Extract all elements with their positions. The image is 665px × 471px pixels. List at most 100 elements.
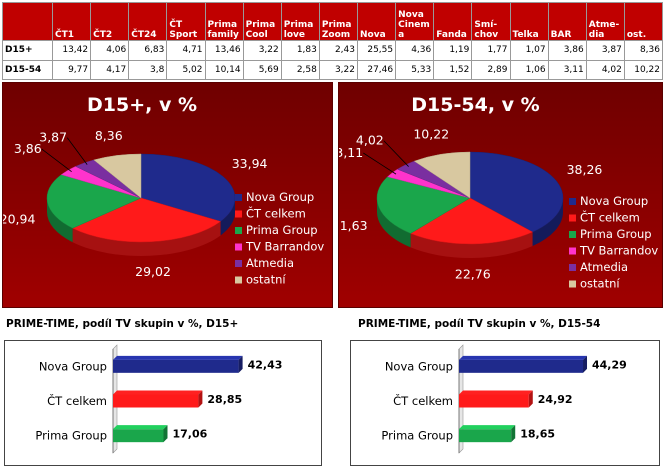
bar-value-label: 44,29	[592, 358, 627, 371]
table-header-cell: Prima Cool	[242, 2, 282, 41]
legend-label: ČT celkem	[580, 210, 640, 225]
pie-title: D15+, v %	[87, 94, 197, 116]
bar-chart-d1554: 44,29 Nova Group 24,92 ČT celkem 18,65 Prima …	[381, 344, 627, 454]
bar-value-label: 18,65	[520, 428, 555, 441]
bar	[459, 394, 529, 408]
table-header-cell: Smí-chov	[471, 2, 511, 41]
legend-swatch	[569, 198, 576, 205]
legend-swatch	[235, 260, 242, 267]
table-header-cell: ost.	[623, 2, 664, 41]
bar-value-label: 24,92	[538, 393, 573, 406]
table-cell: 3,22	[242, 40, 282, 61]
legend-label: Nova Group	[246, 190, 314, 204]
legend-swatch	[569, 264, 576, 271]
table-header-cell: BAR	[547, 2, 587, 41]
table-body: D15+ 13,42 4,06 6,83 4,71 13,46 3,22 1,83 2,43 25…	[2, 40, 664, 80]
bar	[459, 359, 584, 373]
bar-end	[528, 390, 533, 408]
pie-leader-line	[383, 140, 409, 167]
table-header-cell: Nova	[356, 2, 397, 41]
share-table-wrap: ČT1 ČT2 ČT24 ČT Sport Prima family Prima Cool…	[2, 2, 664, 80]
table-header-cell: Telka	[509, 2, 549, 41]
pie-value-label: 29,02	[135, 264, 171, 279]
pie-slice-side	[532, 198, 563, 247]
legend-swatch	[235, 194, 242, 201]
legend-label: Prima Group	[580, 227, 652, 241]
bar-panel-d15: 42,43 Nova Group 28,85 ČT celkem 17,06 Prima …	[4, 340, 322, 466]
bar-end	[511, 425, 516, 443]
table-cell: 9,77	[51, 59, 92, 80]
bar-category-label: Prima Group	[35, 429, 107, 443]
table-header-cell: Fanda	[433, 2, 473, 41]
bar-top	[459, 425, 516, 430]
pie-value-label: 38,26	[567, 162, 603, 177]
bar-panel-d1554: 44,29 Nova Group 24,92 ČT celkem 18,65 Prima …	[350, 340, 660, 466]
legend-swatch	[569, 231, 576, 238]
bar	[113, 394, 199, 408]
table-header-cell: ČT Sport	[166, 2, 206, 41]
pie-leader-line	[66, 137, 88, 165]
table-header-cell: ČT24	[128, 2, 168, 41]
legend-label: Prima Group	[246, 223, 318, 237]
pie-slice	[93, 153, 142, 199]
legend-label: TV Barrandov	[245, 240, 324, 254]
pie-value-label: 20,94	[3, 212, 35, 227]
legend-swatch	[569, 280, 576, 288]
table-row-label: D15-54	[2, 59, 53, 80]
table-header-row: ČT1 ČT2 ČT24 ČT Sport Prima family Prima Cool…	[2, 2, 664, 41]
table-cell: 1,83	[280, 40, 320, 61]
share-table: ČT1 ČT2 ČT24 ČT Sport Prima family Prima Cool…	[2, 2, 664, 80]
pie-slice	[469, 151, 564, 233]
pie-value-label: 3,86	[14, 141, 42, 156]
bar-top	[113, 355, 243, 360]
table-cell: 3,11	[547, 59, 587, 80]
legend-swatch	[569, 214, 576, 222]
table-header-cell: Prima love	[280, 2, 320, 41]
table-cell: 8,36	[623, 40, 664, 61]
table-cell: 4,02	[585, 59, 625, 80]
pie-slice	[46, 174, 142, 229]
table-row: D15+ 13,42 4,06 6,83 4,71 13,46 3,22 1,83 2,43 25…	[2, 40, 664, 61]
pie-value-label: 3,11	[339, 145, 363, 160]
table-cell: 2,89	[471, 59, 511, 80]
legend-swatch	[569, 247, 576, 255]
pie-slice	[72, 197, 222, 243]
legend-label: Atmedia	[246, 256, 294, 270]
legend-swatch	[235, 276, 242, 284]
table-cell: 1,77	[471, 40, 511, 61]
legend-label: TV Barrandov	[579, 244, 658, 258]
legend-label: ostatní	[580, 277, 620, 291]
table-cell: 27,46	[356, 59, 397, 80]
bar-top	[113, 425, 168, 430]
legend-swatch	[235, 227, 242, 234]
bar	[113, 429, 164, 443]
pie-value-label: 8,36	[95, 128, 123, 143]
table-cell: 5,33	[395, 59, 435, 80]
pie-leader-line	[363, 152, 397, 175]
table-cell: 4,17	[90, 59, 130, 80]
bar-end	[583, 355, 588, 373]
bar-end	[198, 390, 203, 408]
pie-title: D15-54, v %	[411, 94, 539, 116]
table-header-cell: ČT1	[51, 2, 92, 41]
pie-slice	[140, 153, 236, 222]
pie-chart-d1554: D15-54, v % 38,26 22,76 21,63 3,114,02 10,22 N…	[339, 94, 658, 291]
legend-label: Nova Group	[580, 194, 648, 208]
pie-value-label: 4,02	[356, 133, 384, 148]
pie-panel-d1554: D15-54, v % 38,26 22,76 21,63 3,114,02 10,22 N…	[338, 82, 663, 308]
legend-label: ČT celkem	[246, 206, 306, 221]
table-cell: 13,42	[51, 40, 92, 61]
pie-slice-side	[377, 198, 411, 248]
table-cell: 3,8	[128, 59, 168, 80]
pie-value-label: 3,87	[39, 130, 67, 145]
pie-value-label: 10,22	[413, 126, 449, 141]
table-row: D15-54 9,77 4,17 3,8 5,02 10,14 5,69 2,58 3,22 27…	[2, 59, 664, 80]
table-cell: 1,52	[433, 59, 473, 80]
pie-slice	[413, 151, 471, 199]
bar-top	[113, 390, 203, 395]
pie-slice-side	[220, 198, 235, 236]
bar-end	[238, 355, 243, 373]
legend-swatch	[235, 243, 242, 251]
pie-slice-side	[410, 232, 533, 258]
table-header-cell: Atme-dia	[585, 2, 625, 41]
